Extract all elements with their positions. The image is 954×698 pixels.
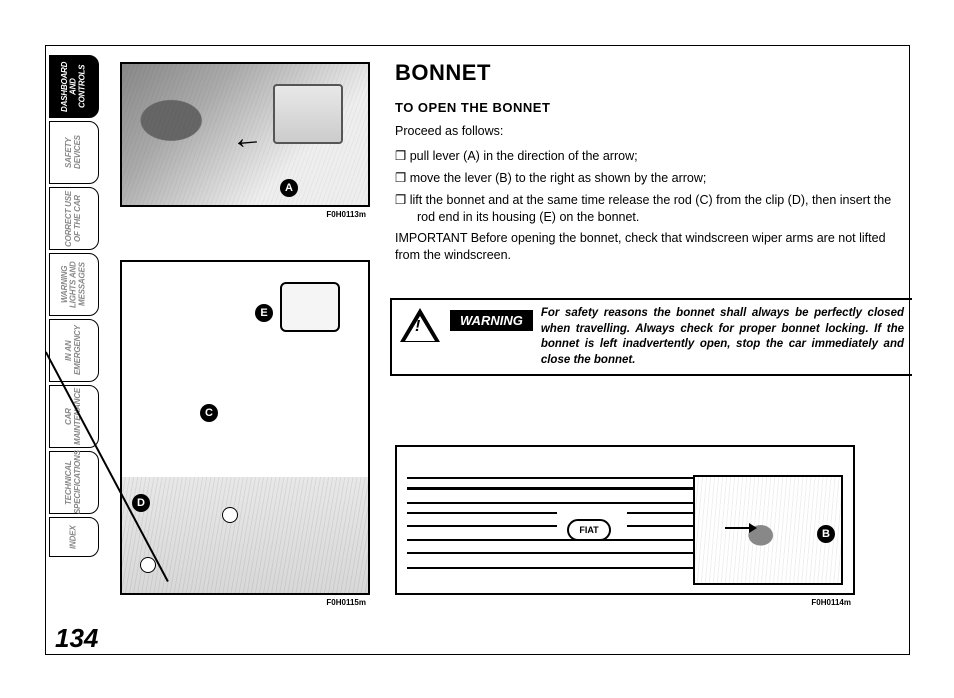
figure-code: F0H0113m — [326, 210, 366, 219]
tab-safety[interactable]: SAFETY DEVICES — [49, 121, 99, 184]
intro-text: Proceed as follows: — [395, 123, 895, 140]
warning-box: ! WARNING For safety reasons the bonnet … — [390, 298, 912, 376]
callout-d: D — [132, 494, 150, 512]
warning-text: For safety reasons the bonnet shall alwa… — [541, 306, 904, 368]
step-2: move the lever (B) to the right as shown… — [395, 170, 895, 187]
warning-label: WARNING — [450, 310, 533, 331]
callout-c: C — [200, 404, 218, 422]
tab-correct-use[interactable]: CORRECT USE OF THE CAR — [49, 187, 99, 250]
tab-warning-lights[interactable]: WARNING LIGHTS AND MESSAGES — [49, 253, 99, 316]
brand-badge: FIAT — [567, 519, 611, 541]
figure-rod: E C D F0H0115m — [120, 260, 370, 595]
warning-triangle-icon: ! — [398, 306, 442, 346]
side-tabs: DASHBOARD AND CONTROLS SAFETY DEVICES CO… — [49, 55, 101, 560]
tab-index[interactable]: INDEX — [49, 517, 99, 557]
arrow-icon — [725, 527, 755, 529]
figure-inset: B — [693, 475, 843, 585]
page-number: 134 — [55, 623, 98, 654]
figure-grille: FIAT B F0H0114m — [395, 445, 855, 595]
step-1: pull lever (A) in the direction of the a… — [395, 148, 895, 165]
callout-e: E — [255, 304, 273, 322]
figure-code: F0H0115m — [326, 598, 366, 607]
callout-a: A — [280, 179, 298, 197]
page-title: BONNET — [395, 60, 895, 86]
tab-tech-specs[interactable]: TECHNICAL SPECIFICATIONS — [49, 451, 99, 514]
section-title: TO OPEN THE BONNET — [395, 100, 895, 115]
step-3: lift the bonnet and at the same time rel… — [395, 192, 895, 226]
arrow-icon: ← — [229, 118, 264, 158]
content-area: BONNET TO OPEN THE BONNET Proceed as fol… — [395, 60, 895, 272]
figure-lever-a: ← A F0H0113m — [120, 62, 370, 207]
tab-dashboard[interactable]: DASHBOARD AND CONTROLS — [49, 55, 99, 118]
callout-b: B — [817, 525, 835, 543]
figure-code: F0H0114m — [811, 598, 851, 607]
important-note: IMPORTANT Before opening the bonnet, che… — [395, 230, 895, 264]
